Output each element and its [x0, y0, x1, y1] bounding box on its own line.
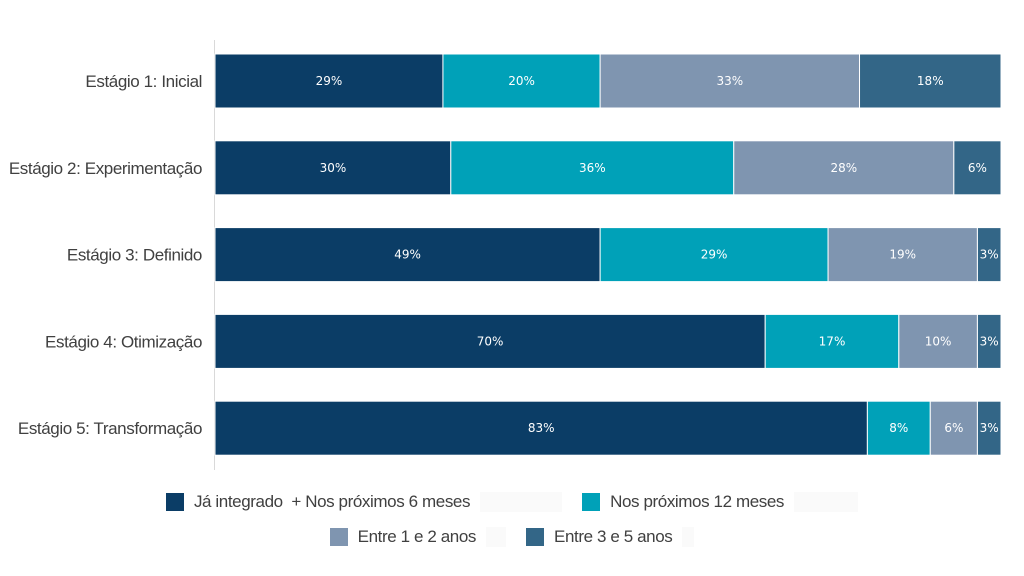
data-label: 8%: [889, 421, 908, 435]
category-label: Estágio 1: Inicial: [85, 72, 202, 91]
bar-segment: [976, 400, 1002, 456]
bar-segment: [859, 53, 1002, 109]
legend-label: Nos próximos 12 meses: [610, 492, 785, 511]
legend-label: Entre 1 e 2 anos: [357, 527, 477, 546]
legend-swatch: [329, 528, 348, 546]
bar-segment: [827, 227, 978, 283]
data-label: 28%: [830, 161, 857, 175]
data-label: 30%: [320, 161, 347, 175]
legend-spacer: [682, 527, 695, 547]
data-label: 29%: [316, 74, 343, 88]
legend-label: Entre 3 e 5 anos: [554, 527, 673, 546]
bar-segment: [976, 313, 1002, 369]
legend-swatch: [526, 528, 544, 546]
bar-segment: [442, 53, 601, 109]
data-label: 3%: [980, 248, 999, 262]
data-label: 19%: [889, 248, 916, 262]
data-label: 18%: [917, 74, 944, 88]
bar-segment: [214, 313, 766, 369]
data-label: 20%: [508, 74, 535, 88]
category-label: Estágio 2: Experimentação: [9, 159, 202, 178]
legend-swatch: [582, 493, 601, 511]
bar-segment: [764, 313, 900, 369]
bar-segment: [214, 53, 444, 109]
data-label: 33%: [716, 74, 743, 88]
legend-row-1: Já integrado + Nos próximos 6 meses Nos …: [0, 492, 1024, 512]
bar-segment: [976, 227, 1002, 283]
category-label: Estágio 4: Otimização: [45, 332, 202, 351]
legend-item-integrated: Já integrado + Nos próximos 6 meses: [165, 492, 563, 512]
data-label: 36%: [579, 161, 606, 175]
legend-spacer: [480, 492, 563, 512]
stacked-bar-chart: Estágio 1: Inicial 29% 20% 33% 18% Estágio 2:…: [9, 40, 1002, 470]
data-label: 6%: [944, 421, 963, 435]
legend-spacer: [486, 527, 506, 547]
data-label: 70%: [477, 334, 504, 348]
data-label: 10%: [925, 334, 952, 348]
legend-item-1-2-years: Entre 1 e 2 anos: [329, 527, 506, 547]
bar-segment: [866, 400, 931, 456]
bar-segment: [214, 400, 868, 456]
data-label: 6%: [968, 161, 987, 175]
data-label: 3%: [980, 334, 999, 348]
category-label: Estágio 5: Transformação: [18, 419, 202, 438]
bar-segment: [898, 313, 978, 369]
legend-row-2: Entre 1 e 2 anos Entre 3 e 5 anos: [0, 527, 1024, 547]
bar-segment: [214, 227, 601, 283]
bar-segment: [450, 140, 735, 196]
data-label: 29%: [701, 248, 728, 262]
legend-item-12-months: Nos próximos 12 meses: [582, 492, 859, 512]
data-label: 83%: [528, 421, 555, 435]
bar-segment: [929, 400, 978, 456]
data-label: 17%: [819, 334, 846, 348]
data-label: 49%: [394, 248, 421, 262]
bar-segment: [599, 53, 861, 109]
legend-item-3-5-years: Entre 3 e 5 anos: [526, 527, 695, 547]
bar-segment: [599, 227, 829, 283]
category-label: Estágio 3: Definido: [67, 246, 202, 265]
bar-segment: [953, 140, 1002, 196]
legend-swatch: [165, 493, 184, 511]
legend-label: Já integrado + Nos próximos 6 meses: [193, 492, 471, 511]
data-label: 3%: [980, 421, 999, 435]
legend-spacer: [794, 492, 859, 512]
